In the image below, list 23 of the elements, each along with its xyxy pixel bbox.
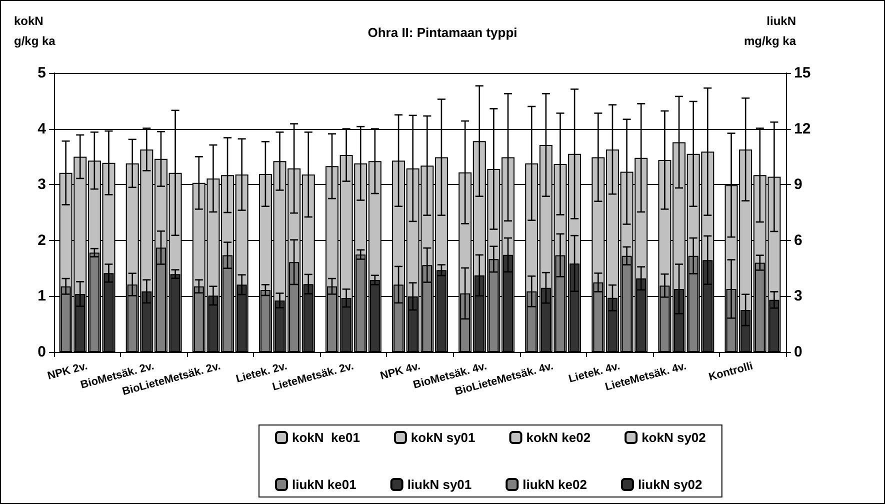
y-tick-label: 1 bbox=[38, 288, 46, 305]
y-tick-label: 2 bbox=[38, 232, 46, 249]
legend-label: liukN sy02 bbox=[638, 477, 702, 492]
chart-title: Ohra II: Pintamaan typpi bbox=[368, 25, 518, 40]
legend-label: liukN sy01 bbox=[407, 477, 472, 492]
y-tick-label: 0 bbox=[38, 344, 46, 360]
y2-tick-label: 9 bbox=[794, 176, 802, 194]
y2-axis-title: liukN mg/kg ka bbox=[744, 14, 796, 48]
y-axis-title: kokN g/kg ka bbox=[14, 14, 56, 48]
y2-tick-label: 3 bbox=[794, 288, 802, 305]
y2-tick-label: 12 bbox=[794, 120, 811, 138]
legend-label: kokN sy02 bbox=[642, 430, 706, 445]
legend-label: liukN ke01 bbox=[292, 477, 356, 492]
y-tick-label: 4 bbox=[38, 120, 47, 138]
y2-tick-label: 6 bbox=[794, 232, 802, 249]
y-tick-label: 3 bbox=[38, 176, 46, 194]
legend-label: kokN sy01 bbox=[410, 430, 476, 445]
legend-label: kokN ke01 bbox=[292, 430, 360, 445]
y2-tick-label: 0 bbox=[794, 344, 802, 360]
y-tick-label: 5 bbox=[38, 64, 46, 82]
legend-label: kokN ke02 bbox=[526, 430, 591, 445]
legend-label: liukN ke02 bbox=[522, 477, 587, 492]
y2-tick-label: 15 bbox=[794, 64, 811, 82]
